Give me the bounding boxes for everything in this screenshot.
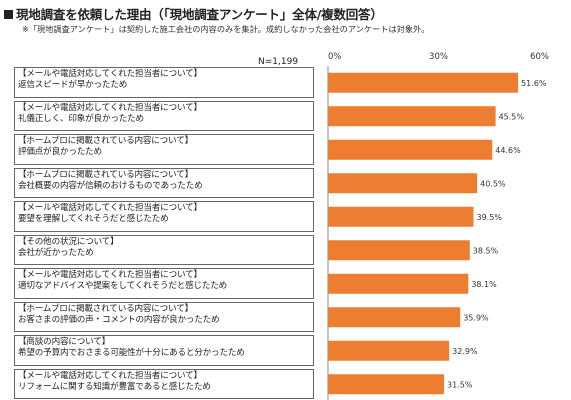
bar xyxy=(328,106,496,127)
category-group-text: 【メールや電話対応してくれた担当者について】 xyxy=(18,102,202,113)
chart-note: ※「現地調査アンケート」は契約した施工会社の内容のみを集計。成約しなかった会社の… xyxy=(22,24,430,34)
data-label: 45.5% xyxy=(499,112,525,121)
category-group-text: 【メールや電話対応してくれた担当者について】 xyxy=(18,203,202,213)
bar xyxy=(328,72,519,93)
data-label: 38.1% xyxy=(471,280,497,289)
x-tick-label: 30% xyxy=(429,52,448,62)
category-reason-text: 要望を理解してくれそうだと感じたため xyxy=(18,214,169,224)
bar xyxy=(328,273,469,294)
category-label: 【メールや電話対応してくれた担当者について】 礼儀正しく、印象が良かったため xyxy=(14,100,314,131)
category-group-text: 【商談の内容について】 xyxy=(18,337,111,347)
data-label: 51.6% xyxy=(521,79,547,88)
category-label: 【メールや電話対応してくれた担当者について】 リフォームに関する知識が豊富であると… xyxy=(14,368,314,399)
category-group-text: 【ホームプロに掲載されている内容について】 xyxy=(18,169,193,180)
category-reason-text: 評価点が良かったため xyxy=(18,147,102,157)
category-reason-text: お客さまの評価の声・コメントの内容が良かったため xyxy=(18,314,220,325)
category-reason-text: 適切なアドバイスや提案をしてくれそうだと感じたため xyxy=(18,281,228,291)
sample-size-label: N=1,199 xyxy=(258,57,299,67)
category-reason-text: 礼儀正しく、印象が良かったため xyxy=(18,113,144,124)
category-label: 【その他の状況について】 会社が近かったため xyxy=(14,234,314,265)
bar xyxy=(328,173,478,194)
category-reason-text: リフォームに関する知識が豊富であると感じたため xyxy=(18,381,211,392)
category-label: 【ホームプロに掲載されている内容について】 評価点が良かったため xyxy=(14,134,314,165)
data-label: 38.5% xyxy=(473,246,499,255)
x-tick-label: 0% xyxy=(328,52,342,62)
category-label: 【ホームプロに掲載されている内容について】 お客さまの評価の声・コメントの内容が良… xyxy=(14,301,314,332)
data-label: 44.6% xyxy=(495,146,521,155)
category-reason-text: 返信スピードが早かったため xyxy=(18,80,128,90)
category-reason-text: 会社概要の内容が信頼のおけるものであったため xyxy=(18,180,203,191)
bar xyxy=(328,374,445,395)
category-label: 【メールや電話対応してくれた担当者について】 適切なアドバイスや提案をしてくれそう… xyxy=(14,268,314,299)
chart-title: 現地調査を依頼した理由（「現地調査アンケート」全体/複数回答） xyxy=(4,4,383,23)
category-label: 【メールや電話対応してくれた担当者について】 要望を理解してくれそうだと感じたため xyxy=(14,201,314,232)
category-group-text: 【メールや電話対応してくれた担当者について】 xyxy=(18,370,202,381)
category-group-text: 【メールや電話対応してくれた担当者について】 xyxy=(18,270,202,280)
bar xyxy=(328,139,493,160)
category-group-text: 【その他の状況について】 xyxy=(18,236,119,247)
square-bullet-icon xyxy=(4,10,13,19)
data-label: 35.9% xyxy=(463,313,489,322)
chart-title-text: 現地調査を依頼した理由（「現地調査アンケート」全体/複数回答） xyxy=(16,7,383,22)
category-label: 【商談の内容について】 希望の予算内でおさまる可能性が十分にあると分かったため xyxy=(14,335,314,366)
category-reason-text: 会社が近かったため xyxy=(18,247,94,258)
bar xyxy=(328,340,450,361)
data-label: 40.5% xyxy=(480,179,506,188)
data-label: 31.5% xyxy=(447,380,473,389)
category-label: 【ホームプロに掲載されている内容について】 会社概要の内容が信頼のおけるものであっ… xyxy=(14,167,314,198)
bar xyxy=(328,240,470,261)
bar xyxy=(328,206,474,227)
category-group-text: 【ホームプロに掲載されている内容について】 xyxy=(18,303,193,314)
category-group-text: 【メールや電話対応してくれた担当者について】 xyxy=(18,69,202,79)
category-group-text: 【ホームプロに掲載されている内容について】 xyxy=(18,136,193,146)
data-label: 32.9% xyxy=(452,347,478,356)
category-label: 【メールや電話対応してくれた担当者について】 返信スピードが早かったため xyxy=(14,67,314,98)
data-label: 39.5% xyxy=(476,213,502,222)
bar xyxy=(328,307,461,328)
x-tick-label: 60% xyxy=(530,52,549,62)
category-reason-text: 希望の予算内でおさまる可能性が十分にあると分かったため xyxy=(18,348,245,358)
